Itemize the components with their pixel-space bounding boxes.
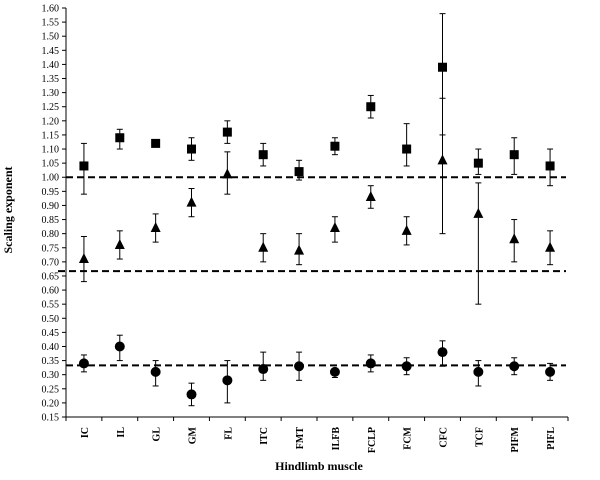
triangle-marker xyxy=(294,244,305,255)
square-marker xyxy=(151,138,161,148)
x-tick-label-ilfb: ILFB xyxy=(331,427,342,451)
circle-marker xyxy=(473,366,484,377)
x-tick-label-fl: FL xyxy=(223,427,234,440)
triangle-marker xyxy=(150,222,161,233)
y-tick-label: 0.55 xyxy=(42,300,60,311)
square-marker xyxy=(545,161,555,171)
y-tick-label: 0.35 xyxy=(42,356,60,367)
y-tick-label: 1.35 xyxy=(42,74,60,85)
square-marker xyxy=(438,62,447,72)
x-tick-label-fclp: FCLP xyxy=(367,427,378,453)
square-marker xyxy=(509,150,519,160)
x-tick-label-ic: IC xyxy=(80,427,91,438)
y-tick-label: 0.30 xyxy=(42,370,60,381)
y-tick-label: 1.15 xyxy=(42,130,60,141)
circle-marker xyxy=(258,364,269,375)
y-tick-label: 0.25 xyxy=(42,384,60,395)
triangle-marker xyxy=(401,224,412,235)
triangle-marker xyxy=(78,253,89,264)
circle-marker xyxy=(78,358,89,369)
y-tick-label: 1.25 xyxy=(42,102,60,113)
x-tick-label-pifm: PIFM xyxy=(510,426,521,452)
circle-marker xyxy=(186,389,197,400)
y-tick-label: 0.75 xyxy=(42,243,60,254)
square-marker xyxy=(79,161,89,171)
circle-marker xyxy=(437,347,448,358)
y-tick-label: 1.45 xyxy=(42,46,60,57)
x-tick-label-fcm: FCM xyxy=(403,426,414,449)
circle-marker xyxy=(401,361,412,372)
triangle-marker xyxy=(545,241,556,252)
y-tick-label: 0.50 xyxy=(42,314,60,325)
triangle-marker xyxy=(258,241,269,252)
square-marker xyxy=(222,127,232,137)
y-tick-label: 0.95 xyxy=(42,187,60,198)
triangle-marker xyxy=(186,196,197,207)
y-tick-label: 0.40 xyxy=(42,342,60,353)
x-axis: IC IL GL GM FL ITC FMT ILFB FCLP FCM CFC TCF PIFM PIF… xyxy=(65,416,569,453)
circle-marker xyxy=(294,361,305,372)
triangle-marker xyxy=(329,222,340,233)
x-tick-label-gl: GL xyxy=(152,427,163,442)
reference-lines xyxy=(58,176,566,367)
square-marker xyxy=(187,144,196,154)
circle-marker xyxy=(114,341,125,352)
square-marker xyxy=(402,144,412,154)
y-tick-label: 0.20 xyxy=(42,398,60,409)
square-marker xyxy=(366,102,376,112)
x-tick-label-tcf: TCF xyxy=(474,427,485,447)
circle-marker xyxy=(329,366,340,377)
x-tick-label-itc: ITC xyxy=(259,427,270,445)
square-marker xyxy=(115,133,125,143)
error-bars xyxy=(80,13,554,407)
triangle-marker xyxy=(509,233,520,244)
y-tick-label: 1.05 xyxy=(42,159,60,170)
y-tick-label: 1.10 xyxy=(42,145,60,156)
circle-marker xyxy=(222,375,233,386)
circle-marker xyxy=(545,366,556,377)
x-tick-label-cfc: CFC xyxy=(439,427,450,448)
y-tick-label: 1.60 xyxy=(42,4,60,15)
square-marker xyxy=(330,141,340,151)
square-marker xyxy=(294,167,304,177)
x-axis-title: Hindlimb muscle xyxy=(275,459,363,473)
circle-marker xyxy=(365,358,376,369)
y-tick-label: 0.60 xyxy=(42,286,60,297)
x-tick-label-fmt: FMT xyxy=(295,427,306,450)
y-tick-label: 1.20 xyxy=(42,116,60,127)
triangle-marker xyxy=(222,168,233,179)
x-tick-label-pifl: PIFL xyxy=(546,427,557,450)
x-tick-label-gm: GM xyxy=(188,426,199,444)
y-tick-label: 0.15 xyxy=(42,413,60,424)
square-marker xyxy=(258,150,268,160)
y-tick-label: 0.65 xyxy=(42,271,60,282)
y-axis-title: Scaling exponent xyxy=(1,166,15,253)
y-tick-label: 0.45 xyxy=(42,328,60,339)
circle-marker xyxy=(150,366,161,377)
y-tick-label: 0.80 xyxy=(42,229,60,240)
y-tick-label: 0.90 xyxy=(42,201,60,212)
y-tick-label: 1.40 xyxy=(42,60,60,71)
triangle-marker xyxy=(473,207,484,218)
circle-marker xyxy=(509,361,520,372)
triangle-marker xyxy=(437,154,448,165)
y-axis: 0.15 0.20 0.25 0.30 0.35 0.40 0.45 0.50 0.55 0.60… xyxy=(42,4,67,424)
data-markers xyxy=(78,62,556,400)
y-tick-label: 1.30 xyxy=(42,88,60,99)
y-tick-label: 0.85 xyxy=(42,215,60,226)
y-tick-label: 1.00 xyxy=(42,173,60,184)
y-tick-label: 1.55 xyxy=(42,18,60,29)
triangle-marker xyxy=(365,190,376,201)
x-tick-label-il: IL xyxy=(116,427,127,438)
y-tick-label: 0.70 xyxy=(42,257,60,268)
y-tick-label: 1.50 xyxy=(42,32,60,43)
triangle-marker xyxy=(114,238,125,249)
square-marker xyxy=(473,158,483,168)
